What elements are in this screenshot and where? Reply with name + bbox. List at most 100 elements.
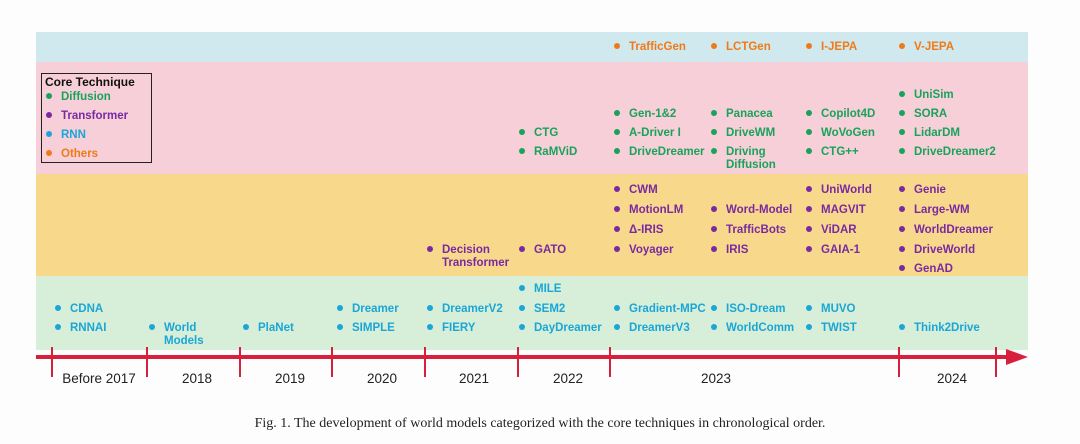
model-item-gradient-mpc: Gradient-MPC bbox=[614, 303, 706, 316]
bullet-icon bbox=[614, 206, 620, 212]
model-label: LidarDM bbox=[914, 127, 960, 139]
model-label: Voyager bbox=[629, 244, 674, 256]
bullet-icon bbox=[711, 226, 717, 232]
bullet-icon bbox=[614, 305, 620, 311]
timeline-tick bbox=[331, 347, 333, 377]
bullet-icon bbox=[899, 265, 905, 271]
model-label: Copilot4D bbox=[821, 108, 876, 120]
bullet-icon bbox=[711, 206, 717, 212]
legend-entry: Diffusion bbox=[46, 91, 111, 104]
year-label: 2022 bbox=[552, 371, 584, 386]
model-label: DreamerV2 bbox=[442, 303, 503, 315]
model-item-unisim: UniSim bbox=[899, 89, 954, 102]
model-label: MILE bbox=[534, 283, 562, 295]
model-item-magvit: MAGVIT bbox=[806, 204, 866, 217]
model-item-wovogen: WoVoGen bbox=[806, 127, 875, 140]
legend: Core Technique Diffusion Transformer RNN Ot… bbox=[41, 73, 152, 163]
bullet-icon bbox=[427, 324, 433, 330]
model-label: DayDreamer bbox=[534, 322, 602, 334]
bullet-icon bbox=[806, 43, 812, 49]
model-item-rnnai: RNNAI bbox=[55, 322, 106, 335]
model-label: Genie bbox=[914, 184, 946, 196]
model-item-vidar: ViDAR bbox=[806, 224, 857, 237]
model-item-large-wm: Large-WM bbox=[899, 204, 970, 217]
model-item-sem2: SEM2 bbox=[519, 303, 565, 316]
timeline-tick bbox=[239, 347, 241, 377]
bullet-icon bbox=[614, 324, 620, 330]
model-item-sora: SORA bbox=[899, 108, 947, 121]
model-item-ctg: CTG bbox=[519, 127, 558, 140]
bullet-icon bbox=[899, 324, 905, 330]
bullet-icon bbox=[614, 129, 620, 135]
timeline-tick bbox=[517, 347, 519, 377]
bullet-icon bbox=[614, 43, 620, 49]
bullet-icon bbox=[806, 206, 812, 212]
bullet-icon bbox=[337, 305, 343, 311]
model-label: SIMPLE bbox=[352, 322, 395, 334]
model-item-lidardm: LidarDM bbox=[899, 127, 960, 140]
model-item-dreamerv3: DreamerV3 bbox=[614, 322, 690, 335]
model-item-gato: GATO bbox=[519, 244, 566, 257]
bullet-icon bbox=[711, 324, 717, 330]
model-label: RNNAI bbox=[70, 322, 107, 334]
model-item-worlddreamer: WorldDreamer bbox=[899, 224, 993, 237]
year-label: 2018 bbox=[181, 371, 213, 386]
timeline-tick bbox=[146, 347, 148, 377]
model-label: Think2Drive bbox=[914, 322, 980, 334]
model-label: LCTGen bbox=[726, 41, 771, 53]
model-item-muvo: MUVO bbox=[806, 303, 856, 316]
bullet-icon bbox=[711, 246, 717, 252]
bullet-icon bbox=[519, 324, 525, 330]
model-label: TrafficGen bbox=[629, 41, 686, 53]
bullet-icon bbox=[711, 129, 717, 135]
model-label: DriveDreamer2 bbox=[914, 146, 996, 158]
bullet-icon bbox=[806, 129, 812, 135]
bullet-icon bbox=[149, 324, 155, 330]
model-item-world-models: World Models bbox=[149, 322, 208, 348]
bullet-icon bbox=[427, 305, 433, 311]
model-item-drivedreamer: DriveDreamer bbox=[614, 146, 704, 159]
timeline-tick bbox=[898, 347, 900, 377]
bullet-icon bbox=[519, 129, 525, 135]
legend-label: Others bbox=[61, 148, 99, 160]
model-label: MAGVIT bbox=[821, 204, 866, 216]
year-label: 2023 bbox=[700, 371, 732, 386]
bullet-icon bbox=[711, 43, 717, 49]
model-label: GATO bbox=[534, 244, 567, 256]
bullet-icon bbox=[614, 110, 620, 116]
model-label: GenAD bbox=[914, 263, 953, 275]
bullet-icon bbox=[46, 93, 52, 99]
timeline-tick bbox=[995, 347, 997, 377]
year-label: 2020 bbox=[366, 371, 398, 386]
bullet-icon bbox=[614, 246, 620, 252]
model-item-fiery: FIERY bbox=[427, 322, 475, 335]
bullet-icon bbox=[46, 150, 52, 156]
model-label: ISO-Dream bbox=[726, 303, 786, 315]
model-label: Large-WM bbox=[914, 204, 970, 216]
model-label: Dreamer bbox=[352, 303, 399, 315]
band-transformer bbox=[36, 174, 1028, 276]
legend-label: RNN bbox=[61, 129, 86, 141]
bullet-icon bbox=[806, 186, 812, 192]
bullet-icon bbox=[55, 305, 61, 311]
model-label: Gen-1&2 bbox=[629, 108, 677, 120]
model-label: WoVoGen bbox=[821, 127, 875, 139]
bullet-icon bbox=[899, 226, 905, 232]
bullet-icon bbox=[519, 148, 525, 154]
legend-label: Transformer bbox=[61, 110, 129, 122]
bullet-icon bbox=[243, 324, 249, 330]
model-label: WorldComm bbox=[726, 322, 795, 334]
model-item-simple: SIMPLE bbox=[337, 322, 395, 335]
model-label: MotionLM bbox=[629, 204, 684, 216]
model-label: SORA bbox=[914, 108, 948, 120]
model-label: FIERY bbox=[442, 322, 476, 334]
model-item-dreamer: Dreamer bbox=[337, 303, 399, 316]
bullet-icon bbox=[337, 324, 343, 330]
figure-caption: Fig. 1. The development of world models … bbox=[254, 416, 826, 431]
model-label: DreamerV3 bbox=[629, 322, 690, 334]
model-label: PlaNet bbox=[258, 322, 294, 334]
bullet-icon bbox=[899, 206, 905, 212]
bullet-icon bbox=[614, 226, 620, 232]
bullet-icon bbox=[806, 148, 812, 154]
year-label: 2024 bbox=[936, 371, 968, 386]
